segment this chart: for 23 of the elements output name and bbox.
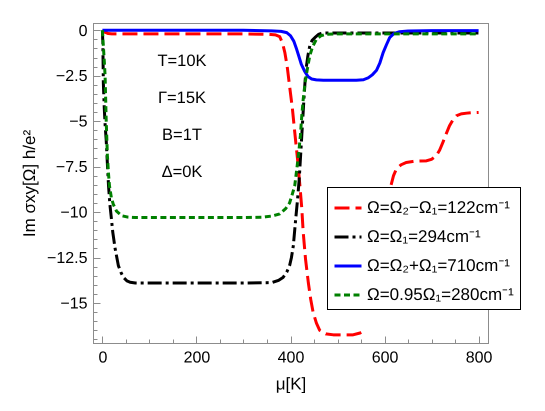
x-tick-label: 600 bbox=[372, 350, 398, 366]
annotation: Δ=0K bbox=[162, 163, 202, 181]
legend-label: Ω=Ω₂+Ω₁=710cm⁻¹ bbox=[367, 256, 510, 275]
y-tick-label: −10 bbox=[60, 204, 88, 222]
x-tick-label: 200 bbox=[184, 350, 210, 366]
y-tick-label: −12.5 bbox=[47, 250, 88, 268]
annotation: Γ=15K bbox=[158, 89, 206, 107]
y-tick-label: −5 bbox=[69, 114, 88, 131]
x-tick-label: 0 bbox=[98, 350, 108, 366]
y-axis-title: Im σxy[Ω] h/e² bbox=[20, 130, 40, 238]
x-tick-label: 800 bbox=[466, 350, 493, 366]
y-tick-label: −2.5 bbox=[56, 68, 88, 86]
legend-label: Ω=Ω₂−Ω₁=122cm⁻¹ bbox=[367, 198, 510, 217]
y-tick-label: 0 bbox=[78, 22, 88, 40]
line-series bbox=[100, 28, 480, 82]
annotation: B=1T bbox=[162, 126, 202, 144]
y-tick-label: −15 bbox=[60, 296, 88, 312]
legend-label: Ω=0.95Ω₁=280cm⁻¹ bbox=[367, 285, 514, 304]
x-tick-label: 400 bbox=[278, 350, 304, 366]
x-axis-title: μ[K] bbox=[276, 374, 306, 394]
annotation: T=10K bbox=[157, 52, 207, 70]
legend-label: Ω=Ω₁=294cm⁻¹ bbox=[367, 227, 482, 246]
y-tick-label: −7.5 bbox=[56, 159, 88, 176]
